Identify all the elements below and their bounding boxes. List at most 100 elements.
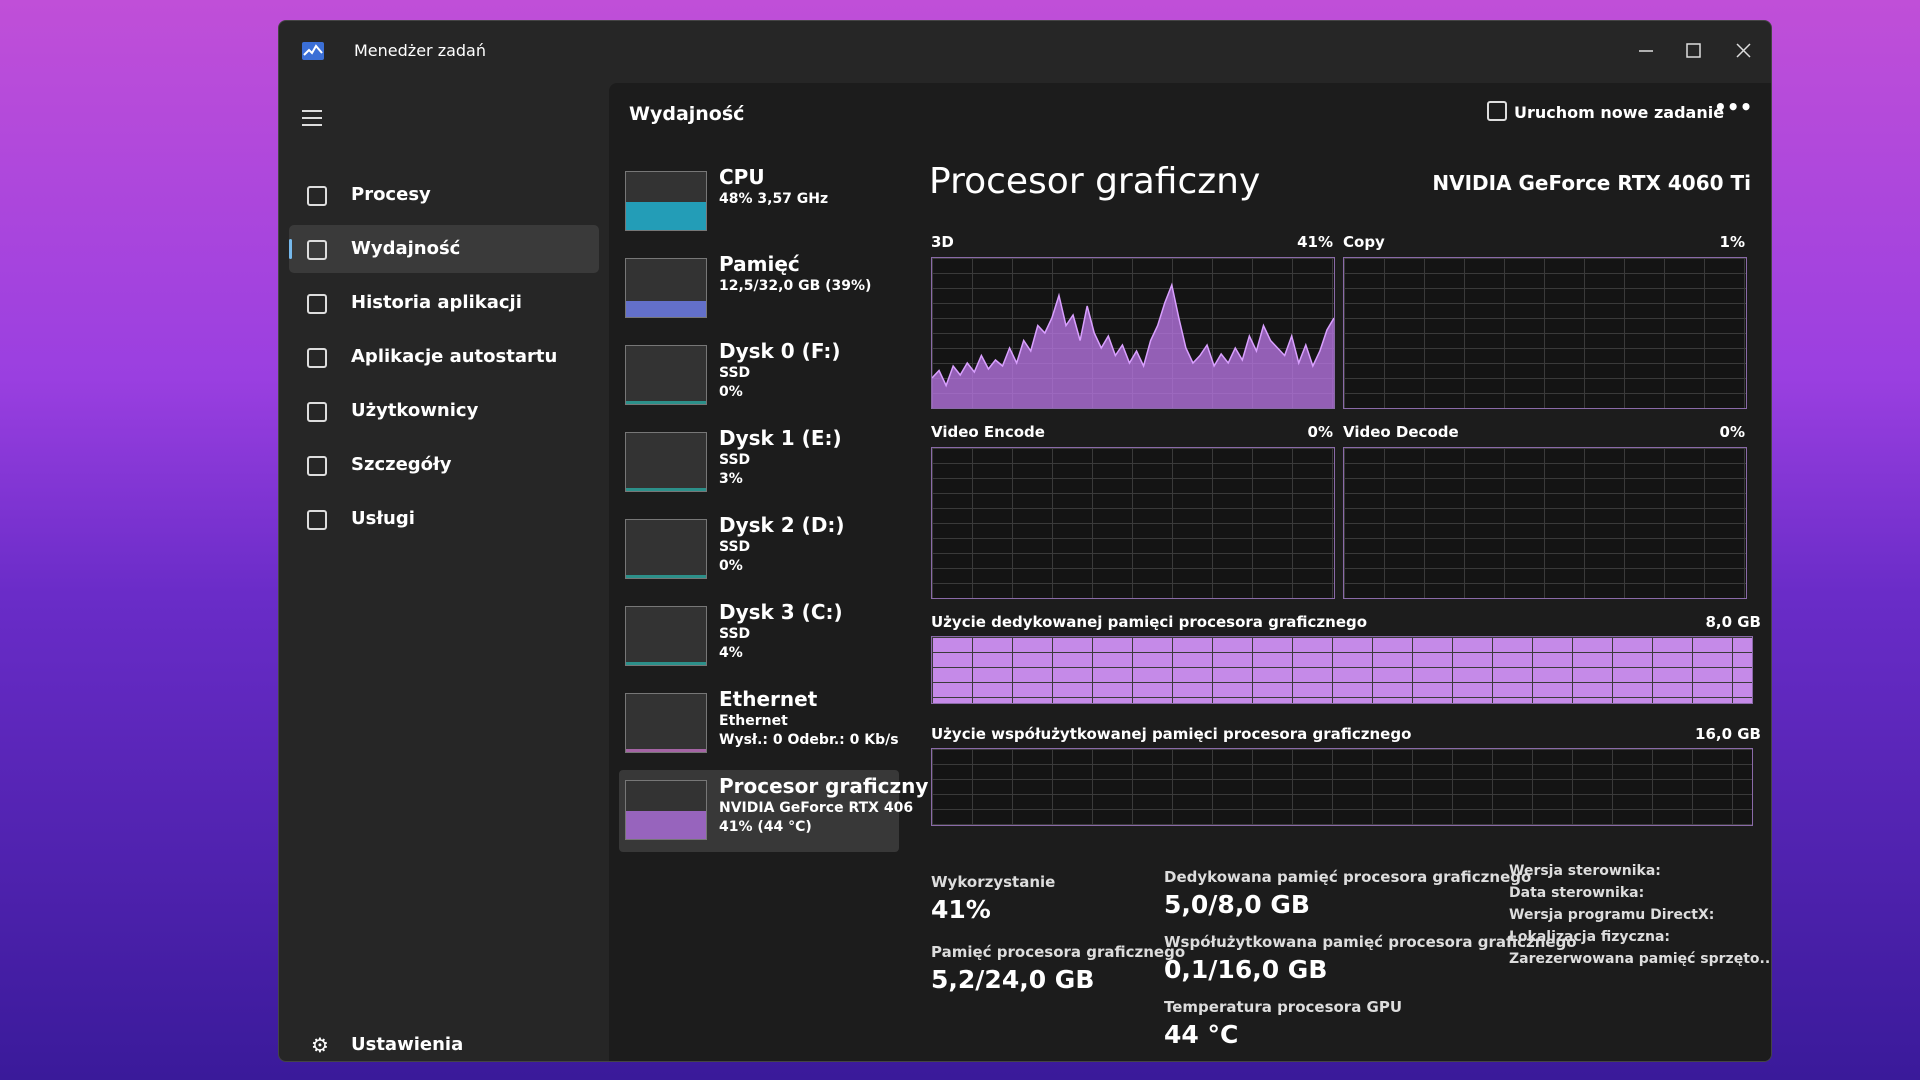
device-name: Dysk 2 (D:) <box>719 513 845 537</box>
thumbnail-fill <box>626 575 706 578</box>
device-name: Ethernet <box>719 687 818 711</box>
stat-value: 5,2/24,0 GB <box>931 965 1095 994</box>
nav-item[interactable]: Procesy <box>289 171 599 219</box>
panel-title: Procesor graficzny <box>929 161 1261 202</box>
device-detail: Wysł.: 0 Odebr.: 0 Kb/s <box>719 732 899 748</box>
device-item[interactable]: Dysk 2 (D:) SSD 0% <box>619 509 899 591</box>
settings[interactable]: ⚙ Ustawienia <box>311 1033 464 1057</box>
device-name: Dysk 1 (E:) <box>719 426 842 450</box>
nav-icon <box>307 294 327 314</box>
gpu-name: NVIDIA GeForce RTX 4060 Ti <box>1432 171 1751 195</box>
thumbnail-fill <box>626 662 706 665</box>
graph <box>931 447 1335 599</box>
shared-max: 16,0 GB <box>1695 725 1761 743</box>
device-thumbnail <box>625 519 707 579</box>
device-thumbnail <box>625 693 707 753</box>
device-detail: 0% <box>719 558 743 574</box>
graph <box>1343 447 1747 599</box>
device-thumbnail <box>625 780 707 840</box>
device-item[interactable]: Dysk 0 (F:) SSD 0% <box>619 335 899 417</box>
device-detail: 41% (44 °C) <box>719 819 812 835</box>
dedicated-graph <box>931 636 1753 704</box>
graph-label: Video Decode <box>1343 423 1459 441</box>
device-item[interactable]: Dysk 3 (C:) SSD 4% <box>619 596 899 678</box>
device-detail: SSD <box>719 539 751 555</box>
device-name: CPU <box>719 165 765 189</box>
device-detail: SSD <box>719 452 751 468</box>
device-detail: 0% <box>719 384 743 400</box>
graph-label: 3D <box>931 233 954 251</box>
device-detail: 3% <box>719 471 743 487</box>
stat-value: 41% <box>931 895 991 924</box>
device-detail: 4% <box>719 645 743 661</box>
window: Menedżer zadań ⚙ Ustawienia Wydajność Uru… <box>278 20 1772 1062</box>
run-task-icon <box>1487 101 1507 121</box>
device-item[interactable]: Dysk 1 (E:) SSD 3% <box>619 422 899 504</box>
device-thumbnail <box>625 171 707 231</box>
nav-label: Procesy <box>351 184 431 205</box>
graph-max: 0% <box>1307 423 1333 441</box>
stat-value: 5,0/8,0 GB <box>1164 890 1310 919</box>
nav-item[interactable]: Aplikacje autostartu <box>289 333 599 381</box>
graph-line <box>932 282 1334 388</box>
device-detail: NVIDIA GeForce RTX 406 <box>719 800 914 816</box>
graph-label: Video Encode <box>931 423 1045 441</box>
stat-label: Pamięć procesora graficznego <box>931 943 1186 961</box>
nav-item[interactable]: Szczegóły <box>289 441 599 489</box>
graph <box>1343 257 1747 409</box>
device-name: Procesor graficzny <box>719 774 929 798</box>
app-icon <box>302 42 324 60</box>
nav-item[interactable]: Usługi <box>289 495 599 543</box>
thumbnail-fill <box>626 488 706 491</box>
stat-label: Współużytkowana pamięć procesora graficz… <box>1164 933 1577 951</box>
nav-label: Usługi <box>351 508 415 529</box>
nav-icon <box>307 456 327 476</box>
device-name: Dysk 3 (C:) <box>719 600 843 624</box>
device-item[interactable]: CPU 48% 3,57 GHz <box>619 161 899 243</box>
stat-label: Wykorzystanie <box>931 873 1056 891</box>
nav-label: Szczegóły <box>351 454 452 475</box>
stat-label: Dedykowana pamięć procesora graficznego <box>1164 868 1532 886</box>
device-thumbnail <box>625 345 707 405</box>
device-name: Dysk 0 (F:) <box>719 339 841 363</box>
window-title: Menedżer zadań <box>354 41 486 60</box>
nav-item[interactable]: Historia aplikacji <box>289 279 599 327</box>
thumbnail-fill <box>626 301 706 317</box>
info-label: Lokalizacja fizyczna: <box>1509 929 1671 945</box>
device-detail: Ethernet <box>719 713 788 729</box>
nav-label: Użytkownicy <box>351 400 479 421</box>
info-label: Wersja sterownika: <box>1509 863 1661 879</box>
graph <box>931 257 1335 409</box>
dedicated-label: Użycie dedykowanej pamięci procesora gra… <box>931 613 1368 631</box>
graph-max: 1% <box>1719 233 1745 251</box>
shared-label: Użycie współużytkowanej pamięci procesor… <box>931 725 1412 743</box>
device-item[interactable]: Pamięć 12,5/32,0 GB (39%) <box>619 248 899 330</box>
content: Wydajność Uruchom nowe zadanie ••• Proce… <box>609 83 1771 1061</box>
graph-max: 0% <box>1719 423 1745 441</box>
device-thumbnail <box>625 258 707 318</box>
thumbnail-fill <box>626 749 706 752</box>
stat-label: Temperatura procesora GPU <box>1164 998 1403 1016</box>
device-item[interactable]: Procesor graficzny NVIDIA GeForce RTX 406… <box>619 770 928 852</box>
nav-icon <box>307 240 327 260</box>
nav-accent <box>289 239 292 259</box>
info-label: Zarezerwowana pamięć sprzęto... <box>1509 951 1772 967</box>
shared-graph <box>931 748 1753 826</box>
nav-icon <box>307 402 327 422</box>
window-controls[interactable] <box>1629 39 1759 63</box>
menu-button[interactable] <box>301 109 323 127</box>
nav-item[interactable]: Wydajność <box>289 225 599 273</box>
stat-value: 44 °C <box>1164 1020 1239 1049</box>
nav-item[interactable]: Użytkownicy <box>289 387 599 435</box>
device-thumbnail <box>625 432 707 492</box>
dedicated-max: 8,0 GB <box>1705 613 1761 631</box>
device-thumbnail <box>625 606 707 666</box>
run-task[interactable]: Uruchom nowe zadanie <box>1514 103 1725 122</box>
graph-max: 41% <box>1297 233 1333 251</box>
graph-3d-plot <box>932 282 1334 408</box>
device-detail: SSD <box>719 365 751 381</box>
thumbnail-fill <box>626 401 706 404</box>
device-item[interactable]: Ethernet Ethernet Wysł.: 0 Odebr.: 0 Kb/s <box>619 683 899 765</box>
more-button[interactable]: ••• <box>1714 95 1753 119</box>
